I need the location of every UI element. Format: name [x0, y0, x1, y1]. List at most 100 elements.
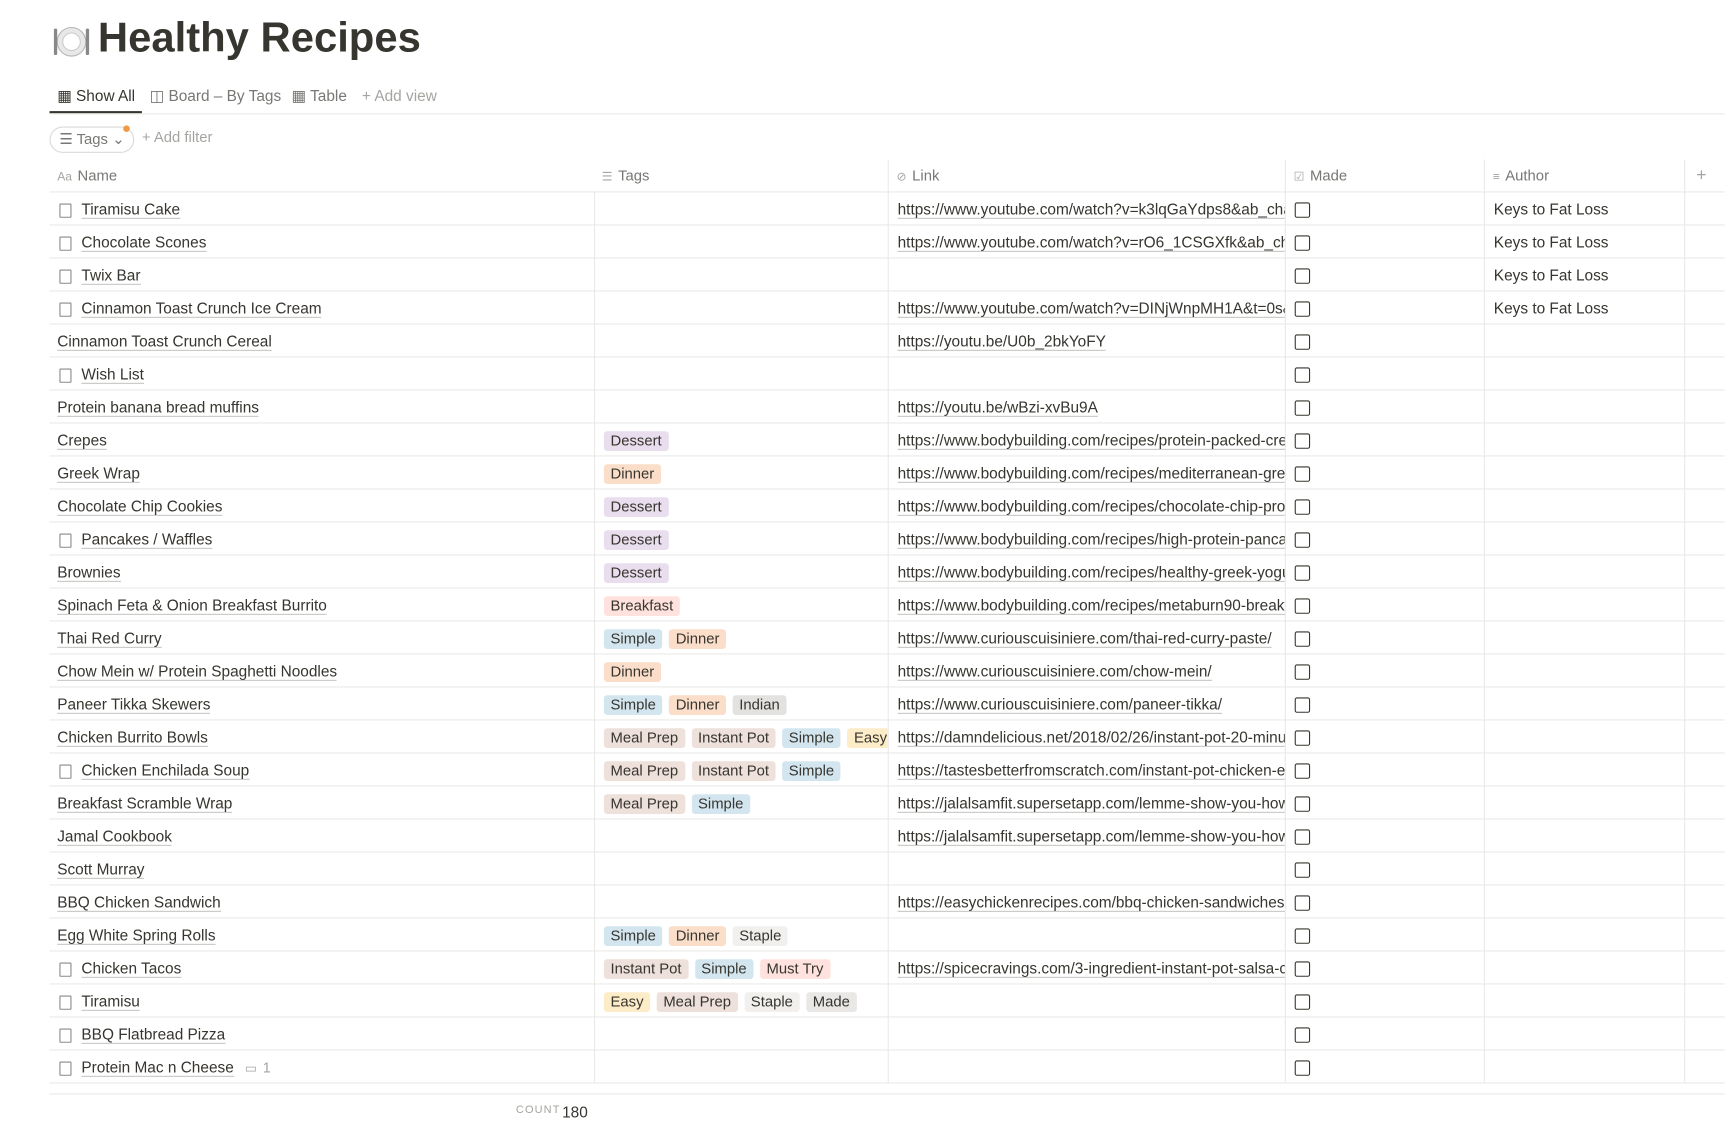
link[interactable]: https://www.bodybuilding.com/recipes/met… — [897, 596, 1285, 615]
cell — [1685, 754, 1725, 787]
checkbox[interactable] — [1294, 961, 1311, 978]
link[interactable]: https://jalalsamfit.supersetapp.com/lemm… — [897, 794, 1285, 813]
view-tab[interactable]: ▦ Show All — [57, 86, 136, 105]
link[interactable]: https://www.curiouscuisiniere.com/paneer… — [897, 695, 1222, 714]
link[interactable]: https://www.bodybuilding.com/recipes/hig… — [897, 530, 1285, 549]
cell — [1286, 918, 1485, 952]
row-name[interactable]: Twix Bar — [81, 266, 141, 285]
link[interactable]: https://www.youtube.com/watch?v=rO6_1CSG… — [897, 233, 1285, 252]
cell — [1286, 852, 1485, 886]
checkbox[interactable] — [1294, 829, 1311, 846]
table-row: Egg White Spring Rolls Simple Dinner Staple — [49, 918, 1725, 952]
checkbox[interactable] — [1294, 697, 1311, 714]
add-column[interactable]: + — [1696, 166, 1707, 185]
page-doc-icon — [59, 203, 72, 218]
table-row: Scott Murray — [49, 852, 1725, 886]
checkbox[interactable] — [1294, 202, 1311, 219]
link[interactable]: https://youtu.be/U0b_2bkYoFY — [897, 332, 1106, 351]
add-filter[interactable]: + Add filter — [141, 128, 213, 146]
checkbox[interactable] — [1294, 664, 1311, 681]
row-name[interactable]: Cinnamon Toast Crunch Ice Cream — [81, 299, 322, 318]
checkbox[interactable] — [1294, 433, 1311, 450]
checkbox[interactable] — [1294, 796, 1311, 813]
checkbox[interactable] — [1294, 301, 1311, 318]
row-name[interactable]: Chow Mein w/ Protein Spaghetti Noodles — [57, 662, 338, 681]
checkbox[interactable] — [1294, 730, 1311, 747]
cell — [1685, 1018, 1725, 1051]
checkbox[interactable] — [1294, 532, 1311, 549]
row-name[interactable]: Chicken Enchilada Soup — [81, 761, 250, 780]
filter-pill[interactable]: ☰ Tags ⌄ — [49, 126, 135, 153]
link[interactable]: https://www.youtube.com/watch?v=k3lqGaYd… — [897, 200, 1285, 219]
link[interactable]: https://www.bodybuilding.com/recipes/hea… — [897, 563, 1285, 582]
row-name[interactable]: Egg White Spring Rolls — [57, 926, 216, 945]
checkbox[interactable] — [1294, 334, 1311, 351]
add-view[interactable]: + Add view — [361, 86, 437, 105]
checkbox[interactable] — [1294, 862, 1311, 879]
row-name[interactable]: Protein Mac n Cheese — [81, 1058, 234, 1077]
link[interactable]: https://www.bodybuilding.com/recipes/pro… — [897, 431, 1285, 450]
checkbox[interactable] — [1294, 1060, 1311, 1077]
count-label: COUNT — [515, 1104, 561, 1117]
page-doc-icon — [59, 533, 72, 548]
checkbox[interactable] — [1294, 235, 1311, 252]
row-name[interactable]: BBQ Chicken Sandwich — [57, 893, 221, 912]
checkbox[interactable] — [1294, 466, 1311, 483]
tag: Meal Prep — [603, 761, 685, 782]
checkbox[interactable] — [1294, 565, 1311, 582]
cell — [1685, 820, 1725, 853]
row-name[interactable]: Pancakes / Waffles — [81, 530, 213, 549]
view-tab[interactable]: ▦ Table — [291, 86, 347, 105]
checkbox[interactable] — [1294, 763, 1311, 780]
row-name[interactable]: Scott Murray — [57, 860, 145, 879]
checkbox[interactable] — [1294, 895, 1311, 912]
link[interactable]: https://www.curiouscuisiniere.com/chow-m… — [897, 662, 1212, 681]
checkbox[interactable] — [1294, 994, 1311, 1011]
link[interactable]: https://tastesbetterfromscratch.com/inst… — [897, 761, 1285, 780]
row-name[interactable]: BBQ Flatbread Pizza — [81, 1025, 226, 1044]
cell — [594, 852, 889, 886]
row-name[interactable]: Spinach Feta & Onion Breakfast Burrito — [57, 596, 327, 615]
row-name[interactable]: Crepes — [57, 431, 107, 450]
row-name[interactable]: Breakfast Scramble Wrap — [57, 794, 233, 813]
checkbox[interactable] — [1294, 598, 1311, 615]
row-name[interactable]: Wish List — [81, 365, 144, 384]
page-doc-icon — [59, 962, 72, 977]
checkbox[interactable] — [1294, 499, 1311, 516]
link[interactable]: https://jalalsamfit.supersetapp.com/lemm… — [897, 827, 1285, 846]
link[interactable]: https://www.bodybuilding.com/recipes/med… — [897, 464, 1285, 483]
row-name[interactable]: Chocolate Chip Cookies — [57, 497, 223, 516]
row-name[interactable]: Chicken Tacos — [81, 959, 182, 978]
link[interactable]: https://damndelicious.net/2018/02/26/ins… — [897, 728, 1285, 747]
checkbox[interactable] — [1294, 928, 1311, 945]
link[interactable]: https://www.curiouscuisiniere.com/thai-r… — [897, 629, 1272, 648]
table-row: Greek Wrap Dinner https://www.bodybuilding… — [49, 456, 1725, 490]
row-name[interactable]: Tiramisu — [81, 992, 140, 1011]
row-name[interactable]: Chicken Burrito Bowls — [57, 728, 208, 747]
cell — [1485, 456, 1686, 490]
row-name[interactable]: Thai Red Curry — [57, 629, 162, 648]
row-name[interactable]: Tiramisu Cake — [81, 200, 181, 219]
cell — [1485, 1017, 1686, 1051]
tag: Meal Prep — [603, 794, 685, 815]
checkbox[interactable] — [1294, 367, 1311, 384]
link[interactable]: https://spicecravings.com/3-ingredient-i… — [897, 959, 1285, 978]
checkbox[interactable] — [1294, 268, 1311, 285]
checkbox[interactable] — [1294, 631, 1311, 648]
row-name[interactable]: Greek Wrap — [57, 464, 140, 483]
link[interactable]: https://www.bodybuilding.com/recipes/cho… — [897, 497, 1285, 516]
link[interactable]: https://youtu.be/wBzi-xvBu9A — [897, 398, 1098, 417]
row-name[interactable]: Paneer Tikka Skewers — [57, 695, 211, 714]
row-name[interactable]: Cinnamon Toast Crunch Cereal — [57, 332, 272, 351]
tag: Simple — [691, 794, 750, 815]
cell — [1685, 622, 1725, 655]
link[interactable]: https://easychickenrecipes.com/bbq-chick… — [897, 893, 1285, 912]
checkbox[interactable] — [1294, 400, 1311, 417]
view-tab[interactable]: ◫ Board – By Tags — [149, 86, 282, 105]
row-name[interactable]: Chocolate Scones — [81, 233, 207, 252]
checkbox[interactable] — [1294, 1027, 1311, 1044]
row-name[interactable]: Brownies — [57, 563, 121, 582]
row-name[interactable]: Protein banana bread muffins — [57, 398, 259, 417]
link[interactable]: https://www.youtube.com/watch?v=DINjWnpM… — [897, 299, 1285, 318]
row-name[interactable]: Jamal Cookbook — [57, 827, 172, 846]
